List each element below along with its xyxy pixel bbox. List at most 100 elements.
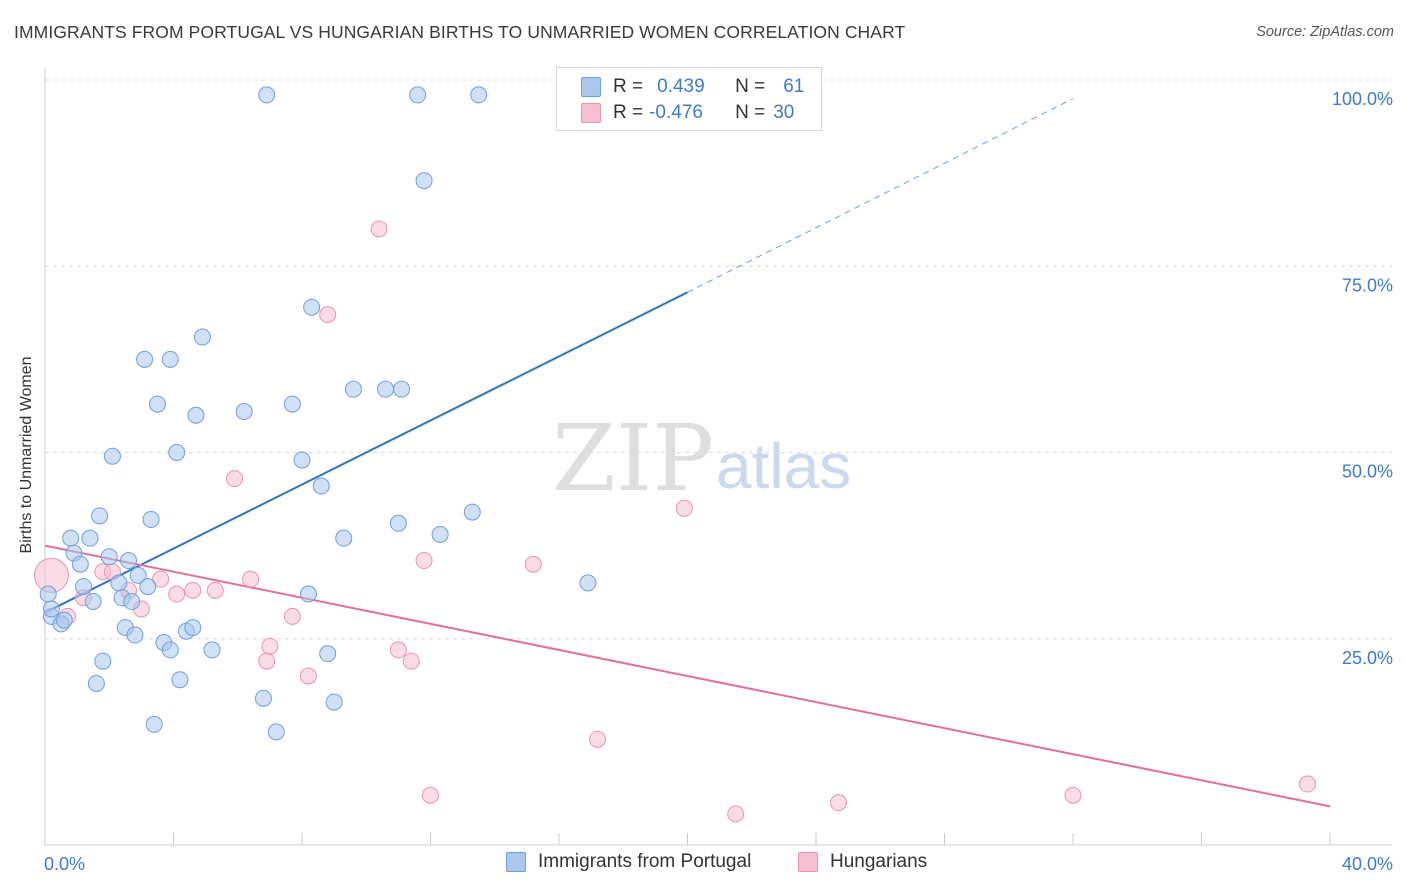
data-point-portugal (161, 350, 179, 368)
y-tick-label: 100.0% (1332, 89, 1393, 109)
data-point-portugal (303, 298, 321, 316)
x-tick-labels: 0.0% 40.0% (44, 854, 1393, 874)
data-point-portugal (325, 693, 343, 711)
data-point-hungarians (389, 641, 407, 659)
data-point-hungarians (422, 786, 439, 804)
data-point-portugal (377, 380, 395, 398)
data-point-portugal (579, 574, 597, 592)
data-point-portugal (75, 578, 93, 596)
data-point-portugal (312, 477, 330, 495)
data-point-portugal (283, 395, 301, 413)
trend-lines (44, 98, 1331, 808)
data-point-portugal (129, 566, 147, 584)
data-point-hungarians (299, 667, 317, 685)
data-point-portugal (120, 552, 138, 570)
data-point-portugal (84, 593, 102, 610)
x-tick-label: 40.0% (1342, 854, 1393, 874)
data-point-hungarians (242, 570, 260, 588)
data-point-hungarians (226, 470, 244, 488)
trend-line-hungarians (44, 544, 1331, 808)
legend-label-portugal: Immigrants from Portugal (538, 851, 752, 872)
data-point-portugal (87, 674, 105, 692)
data-point-portugal (123, 593, 141, 610)
data-point-portugal (81, 529, 99, 547)
series-legend: Immigrants from Portugal Hungarians (0, 851, 1406, 877)
data-point-hungarians (1064, 786, 1082, 804)
trend-line-portugal-extension (687, 98, 1074, 293)
data-point-portugal (171, 671, 189, 689)
n-label: N = (735, 102, 766, 123)
data-point-portugal (91, 507, 109, 525)
data-point-hungarians (152, 570, 170, 588)
data-point-portugal (431, 525, 449, 543)
data-point-portugal (470, 86, 488, 104)
chart-title: IMMIGRANTS FROM PORTUGAL VS HUNGARIAN BI… (14, 22, 906, 42)
data-point-portugal (145, 715, 163, 733)
data-point-hungarians (370, 220, 388, 238)
n-value: 30 (773, 102, 795, 123)
data-point-portugal (184, 619, 202, 637)
data-point-hungarians (524, 555, 542, 573)
data-point-portugal (94, 652, 112, 670)
legend-item-hungarians[interactable]: Hungarians (798, 851, 927, 873)
axes (44, 68, 1392, 846)
data-point-portugal (39, 585, 57, 603)
data-point-hungarians (675, 499, 693, 517)
legend-label-hungarians: Hungarians (830, 851, 928, 872)
data-point-portugal (168, 444, 186, 461)
data-point-portugal (103, 447, 121, 465)
data-point-portugal (42, 600, 60, 618)
r-value: -0.476 (649, 102, 703, 123)
data-point-hungarians (206, 581, 224, 599)
r-label: R = (613, 102, 644, 123)
data-point-portugal (293, 451, 311, 469)
data-point-portugal (62, 529, 80, 547)
data-point-portugal (203, 641, 221, 659)
data-point-portugal (110, 574, 128, 592)
data-point-portugal (319, 645, 337, 663)
data-point-hungarians (402, 652, 420, 670)
data-point-portugal (235, 403, 253, 421)
data-point-hungarians (319, 306, 337, 324)
portugal-swatch (506, 852, 526, 872)
data-point-portugal (161, 641, 179, 659)
stats-legend: R = 0.439 N = 61 R = -0.476 N = 30 (556, 67, 822, 131)
x-tick-label: 0.0% (44, 854, 85, 874)
hungarians-swatch (581, 103, 601, 123)
y-tick-label: 25.0% (1342, 648, 1393, 668)
data-point-hungarians (168, 585, 186, 603)
n-label: N = (735, 76, 766, 97)
data-point-portugal (415, 172, 433, 190)
stats-row-portugal: R = 0.439 N = 61 (581, 75, 804, 99)
data-point-portugal (136, 350, 154, 368)
r-label: R = (613, 76, 644, 97)
data-point-portugal (187, 406, 205, 424)
data-point-hungarians (727, 805, 745, 823)
data-point-hungarians (415, 552, 433, 570)
data-point-hungarians (184, 581, 202, 599)
stats-row-hungarians: R = -0.476 N = 30 (581, 101, 794, 125)
legend-item-portugal[interactable]: Immigrants from Portugal (506, 851, 751, 873)
trend-line-portugal (44, 291, 688, 614)
data-point-portugal (148, 395, 166, 413)
portugal-swatch (581, 77, 601, 97)
data-point-hungarians (261, 637, 279, 655)
data-point-portugal (55, 611, 73, 629)
points-blue (39, 86, 597, 741)
data-point-portugal (393, 380, 411, 398)
data-point-portugal (344, 380, 362, 398)
data-point-portugal (409, 86, 427, 104)
y-tick-labels: 25.0% 50.0% 75.0% 100.0% (1332, 89, 1393, 668)
data-point-portugal (142, 511, 160, 529)
data-point-portugal (193, 328, 211, 346)
data-point-hungarians (829, 794, 847, 812)
data-point-hungarians (589, 730, 607, 748)
hungarians-swatch (798, 852, 818, 872)
r-value: 0.439 (657, 76, 705, 97)
data-point-portugal (267, 723, 285, 741)
data-point-hungarians (258, 652, 276, 670)
data-point-portugal (299, 585, 317, 603)
data-point-hungarians (1299, 775, 1317, 793)
n-value: 61 (783, 76, 805, 97)
